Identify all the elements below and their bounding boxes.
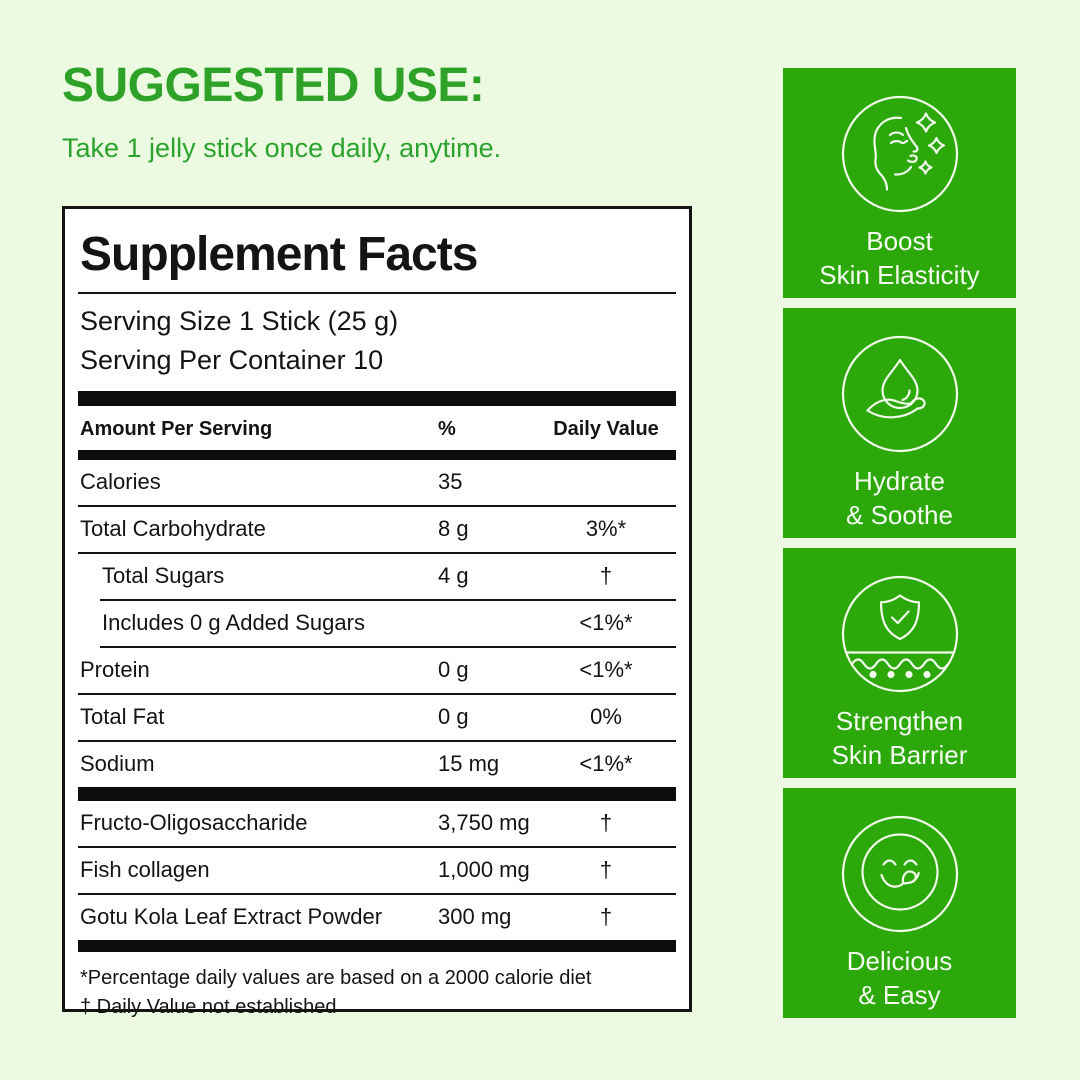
row-divider (100, 646, 676, 648)
benefit-label: Boost Skin Elasticity (819, 224, 979, 292)
nutrient-amount: 15 mg (438, 751, 500, 776)
footnotes: *Percentage daily values are based on a … (80, 964, 676, 1022)
table-row: Includes 0 g Added Sugars <1%* (78, 601, 676, 646)
nutrient-daily-value: <1%* (579, 657, 633, 682)
nutrient-amount: 4 g (438, 563, 469, 588)
footnote: † Daily Value not established (80, 996, 337, 1018)
benefit-card: Strengthen Skin Barrier (783, 548, 1016, 778)
thick-divider (78, 391, 676, 406)
thick-divider (78, 940, 676, 952)
col-daily-value-label: Daily Value (553, 418, 659, 440)
nutrient-daily-value: † (599, 904, 613, 929)
nutrient-daily-value: † (599, 857, 613, 882)
thick-divider (78, 787, 676, 801)
row-divider (78, 505, 676, 507)
row-divider (78, 893, 676, 895)
nutrient-daily-value: † (599, 810, 613, 835)
table-row: Protein 0 g <1%* (78, 648, 676, 693)
nutrient-amount: 0 g (438, 657, 469, 682)
table-row: Fish collagen 1,000 mg † (78, 848, 676, 893)
row-divider (78, 846, 676, 848)
benefit-label: Strengthen Skin Barrier (832, 704, 968, 772)
nutrient-name: Total Sugars (102, 563, 225, 588)
benefit-card: Boost Skin Elasticity (783, 68, 1016, 298)
supplement-facts-panel: Supplement Facts Serving Size 1 Stick (2… (62, 206, 692, 1018)
supplement-facts-title: Supplement Facts (80, 228, 478, 281)
nutrient-daily-value: 3%* (585, 516, 627, 541)
nutrient-amount: 1,000 mg (438, 857, 530, 882)
footnote: *Percentage daily values are based on a … (80, 967, 592, 989)
benefit-label-line: Skin Elasticity (819, 260, 980, 290)
table-row: Total Sugars 4 g † (78, 554, 676, 599)
nutrient-amount: 0 g (438, 704, 469, 729)
nutrient-name: Total Carbohydrate (80, 516, 266, 541)
water-drop-hand-icon (840, 334, 960, 454)
row-divider (78, 740, 676, 742)
nutrient-name: Sodium (80, 751, 155, 776)
benefits-column: Boost Skin Elasticity Hydrate & Soothe Str… (783, 68, 1016, 1018)
table-row: Total Carbohydrate 8 g 3%* (78, 507, 676, 552)
smiley-tongue-icon (840, 814, 960, 934)
thick-divider (78, 450, 676, 460)
table-row: Sodium 15 mg <1%* (78, 742, 676, 787)
row-divider (78, 693, 676, 695)
nutrient-amount: 35 (438, 469, 463, 494)
benefit-label-line: & Easy (858, 980, 941, 1010)
nutrient-name: Protein (80, 657, 150, 682)
benefit-label: Hydrate & Soothe (846, 464, 953, 532)
benefit-label-line: Boost (866, 226, 933, 256)
nutrient-daily-value: 0% (590, 704, 622, 729)
nutrient-amount: 8 g (438, 516, 469, 541)
row-divider (100, 599, 676, 601)
facts-header-row: Amount Per Serving % Daily Value (78, 406, 676, 450)
suggested-use-section: SUGGESTED USE: Take 1 jelly stick once d… (62, 58, 501, 164)
nutrient-name: Calories (80, 469, 161, 494)
nutrient-name: Fish collagen (80, 857, 210, 882)
nutrient-name: Total Fat (80, 704, 165, 729)
table-row: Fructo-Oligosaccharide 3,750 mg † (78, 801, 676, 846)
nutrient-amount: 3,750 mg (438, 810, 530, 835)
ingredient-rows: Fructo-Oligosaccharide 3,750 mg † Fish coll… (78, 801, 676, 940)
benefit-label-line: Strengthen (835, 706, 964, 736)
nutrient-daily-value: † (599, 563, 613, 588)
benefit-label-line: Hydrate (853, 466, 946, 496)
suggested-use-subtitle: Take 1 jelly stick once daily, anytime. (62, 133, 502, 163)
servings-per-container: Serving Per Container 10 (80, 345, 384, 375)
suggested-use-title: SUGGESTED USE: (62, 59, 485, 112)
nutrient-daily-value: <1%* (579, 751, 633, 776)
face-sparkles-icon (840, 94, 960, 214)
col-amount-per-serving-label: Amount Per Serving (80, 418, 273, 440)
shield-check-icon (840, 574, 960, 694)
benefit-label-line: Delicious (846, 946, 953, 976)
nutrient-name: Fructo-Oligosaccharide (80, 810, 308, 835)
title-divider (78, 292, 676, 294)
serving-size: Serving Size 1 Stick (25 g) (80, 306, 399, 336)
benefit-label-line: & Soothe (846, 500, 953, 530)
benefit-label-line: Skin Barrier (831, 740, 968, 770)
table-row: Calories 35 (78, 460, 676, 505)
nutrient-name: Gotu Kola Leaf Extract Powder (80, 904, 383, 929)
nutrient-name: Includes 0 g Added Sugars (102, 610, 365, 635)
benefit-label: Delicious & Easy (847, 944, 953, 1012)
nutrient-amount: 300 mg (438, 904, 512, 929)
nutrient-daily-value: <1%* (579, 610, 633, 635)
benefit-card: Delicious & Easy (783, 788, 1016, 1018)
col-percent-label: % (438, 418, 456, 440)
table-row: Gotu Kola Leaf Extract Powder 300 mg † (78, 895, 676, 940)
facts-rows: Calories 35 Total Carbohydrate 8 g 3%* Total … (78, 460, 676, 787)
benefit-card: Hydrate & Soothe (783, 308, 1016, 538)
table-row: Total Fat 0 g 0% (78, 695, 676, 740)
row-divider (78, 552, 676, 554)
